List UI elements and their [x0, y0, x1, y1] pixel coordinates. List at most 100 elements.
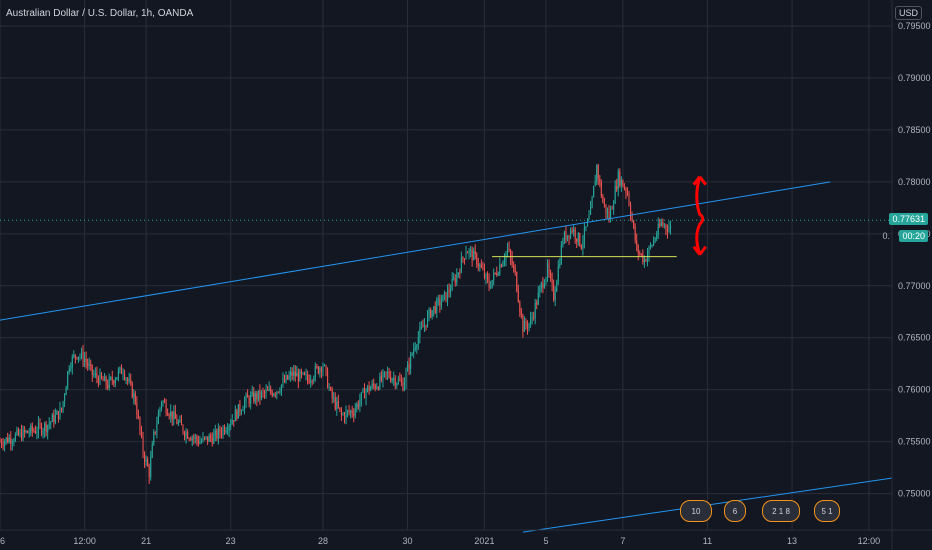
candle-body [393, 378, 395, 380]
event-badge[interactable]: 2 1 8 [762, 500, 800, 522]
candle-body [314, 366, 316, 378]
candle-body [62, 401, 64, 411]
candle-body [457, 272, 459, 275]
candle-body [360, 392, 362, 401]
candle-body [194, 436, 196, 439]
candle-body [308, 379, 310, 383]
event-badges: 10 6 2 1 8 5 1 [680, 500, 840, 522]
candle-body [111, 377, 113, 381]
candle-body [497, 273, 499, 275]
candle-body [319, 368, 321, 374]
candle-body [416, 345, 418, 348]
candle-body [96, 373, 98, 378]
candle-body [385, 371, 387, 374]
candle-body [531, 317, 533, 319]
candle-body [205, 436, 207, 438]
current-price-tag: 0.77631 [889, 213, 928, 225]
candle-body [485, 274, 487, 278]
candle-body [4, 441, 6, 446]
candle-body [602, 195, 604, 203]
candle-body [228, 425, 230, 431]
candle-body [5, 437, 7, 442]
candle-body [491, 280, 493, 288]
candle-body [628, 193, 630, 206]
candle-body [316, 366, 318, 368]
candle-body [171, 411, 173, 420]
candle-body [322, 365, 324, 372]
candle-body [611, 208, 613, 210]
price-axis[interactable]: 0.795000.790000.785000.780000.775000.770… [882, 0, 931, 550]
candle-body [597, 165, 599, 179]
event-badge[interactable]: 10 [680, 500, 712, 522]
candle-body [300, 370, 302, 374]
candle-body [382, 372, 384, 381]
candle-body [19, 431, 21, 435]
candle-body [445, 292, 447, 302]
candle-body [613, 203, 615, 210]
candle-body [336, 401, 338, 409]
candle-body [114, 379, 116, 384]
candle-body [165, 402, 167, 414]
candle-body [307, 374, 309, 380]
candle-body [434, 306, 436, 313]
candle-body [10, 437, 12, 444]
candle-body [403, 382, 406, 391]
candle-body [577, 233, 579, 242]
candle-body [263, 391, 266, 394]
candle-body [508, 248, 510, 251]
candle-body [99, 373, 101, 384]
candle-body [271, 392, 273, 396]
candle-body [586, 219, 589, 227]
down-arrow-icon [692, 245, 707, 256]
candle-body [120, 367, 123, 374]
candle-body [297, 373, 299, 382]
candle-body [496, 272, 498, 275]
candle-body [191, 437, 193, 441]
currency-button[interactable]: USD [894, 6, 922, 20]
candle-body [526, 325, 529, 329]
candle-body [379, 375, 381, 389]
candle-body [159, 407, 161, 414]
candle-body [367, 385, 369, 391]
candle-body [288, 375, 290, 380]
candle-body [542, 282, 544, 288]
time-tick-label: 16 [0, 536, 5, 546]
candle-body [373, 383, 375, 386]
candle-body [277, 391, 279, 393]
candle-body [142, 435, 144, 455]
candle-body [213, 434, 215, 444]
candle-body [327, 370, 329, 388]
candle-body [483, 269, 485, 278]
event-badge[interactable]: 5 1 [814, 500, 840, 522]
candle-body [451, 279, 453, 291]
candle-body [634, 226, 636, 241]
time-axis[interactable]: 16 12:00 21 23 28 30 2021 5 7 11 13 12:00 [0, 529, 932, 546]
candle-body [460, 257, 462, 273]
candle-body [245, 394, 247, 402]
time-tick-label: 30 [403, 536, 413, 546]
candle-body [350, 410, 352, 413]
candle-body [466, 252, 469, 254]
candle-body [225, 430, 227, 433]
candle-body [425, 324, 427, 327]
candle-body [620, 179, 622, 186]
candle-body [243, 401, 246, 410]
candle-body [623, 186, 625, 189]
candle-body [333, 397, 335, 399]
candle-body [357, 403, 359, 407]
candle-body [28, 432, 30, 434]
candle-body [519, 301, 521, 312]
candle-body [231, 420, 233, 425]
candle-body [33, 430, 35, 432]
event-badge[interactable]: 6 [724, 500, 746, 522]
candle-body [420, 326, 422, 329]
candle-body [660, 222, 662, 226]
candle-body [402, 381, 404, 391]
candle-body [320, 368, 322, 372]
candle-body [102, 378, 104, 382]
candle-body [93, 374, 95, 376]
candle-body [663, 224, 665, 226]
candle-body [530, 318, 532, 324]
candle-body [0, 441, 3, 445]
